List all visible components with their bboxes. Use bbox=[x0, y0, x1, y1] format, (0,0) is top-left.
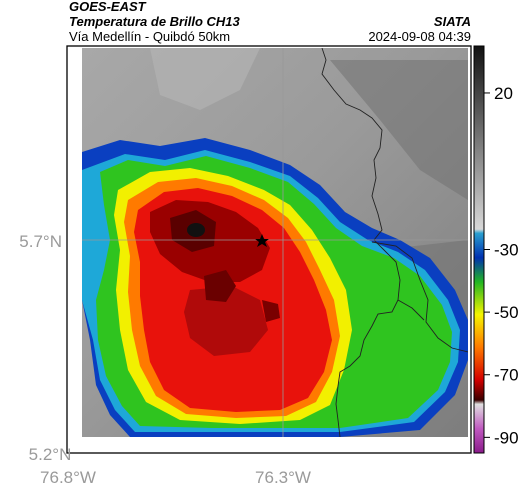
colorbar-ticks: 20 -30 -50 -70 -90 bbox=[484, 84, 519, 447]
star-icon bbox=[255, 234, 269, 247]
border-line bbox=[371, 241, 468, 353]
region-subtitle: Vía Medellín - Quibdó 50km bbox=[69, 29, 231, 44]
colorbar-tick-label: -30 bbox=[494, 241, 519, 260]
colorbar-tick-label: -90 bbox=[494, 428, 519, 447]
border-line bbox=[397, 299, 425, 321]
lat-label: 5.2°N bbox=[29, 445, 72, 464]
brightness-temperature-field bbox=[82, 48, 468, 437]
lon-label: 76.3°W bbox=[255, 468, 311, 487]
timestamp: 2024-09-08 04:39 bbox=[368, 29, 471, 44]
border-line bbox=[321, 48, 401, 437]
lon-label: 76.8°W bbox=[40, 468, 96, 487]
satellite-title: GOES-EAST bbox=[69, 0, 146, 14]
colorbar-tick-label: -70 bbox=[494, 366, 519, 385]
brand-label: SIATA bbox=[433, 14, 471, 29]
colorbar-tick-label: 20 bbox=[494, 84, 513, 103]
product-title: Temperatura de Brillo CH13 bbox=[69, 14, 240, 29]
colorbar bbox=[473, 45, 485, 454]
colorbar-tick-label: -50 bbox=[494, 303, 519, 322]
lat-label: 5.7°N bbox=[19, 232, 62, 251]
